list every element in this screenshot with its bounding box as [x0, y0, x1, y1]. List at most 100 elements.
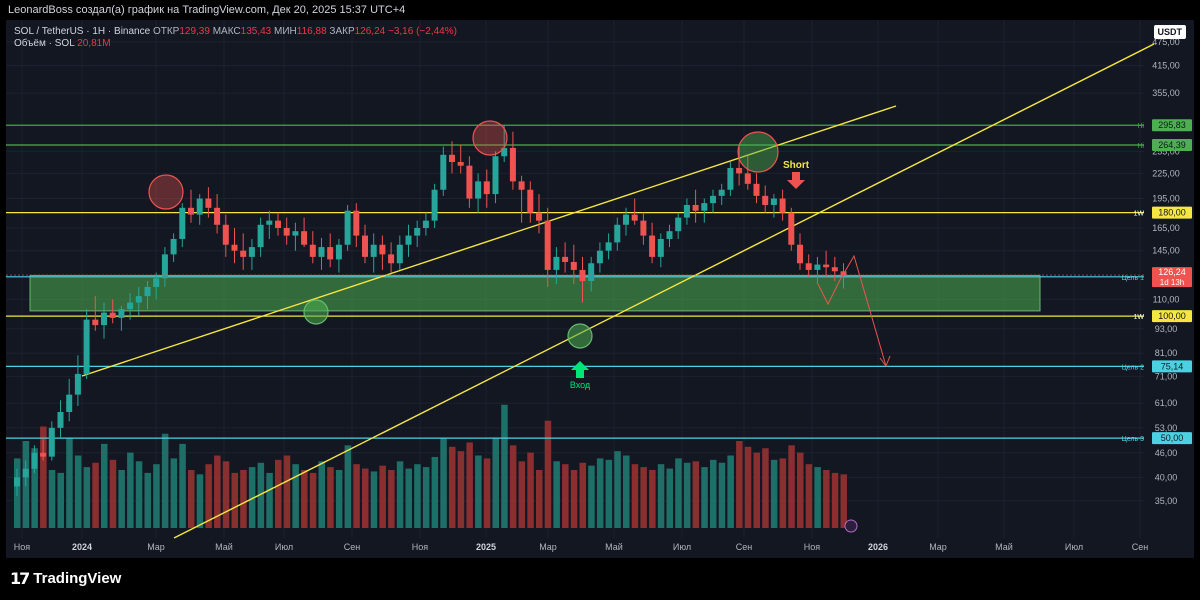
- y-axis-label: 71,00: [1155, 371, 1178, 381]
- level-price-tag: [1152, 119, 1192, 132]
- currency-badge[interactable]: USDT: [1153, 25, 1186, 39]
- volume-bar: [240, 470, 247, 528]
- y-axis-label: 46,00: [1155, 448, 1178, 458]
- entry-label: Вход: [570, 380, 591, 390]
- legend-volume-label[interactable]: Объём · SOL: [14, 38, 75, 49]
- candle-body: [770, 198, 777, 205]
- footer: 17 TradingView: [0, 558, 1200, 600]
- candle-body: [109, 312, 116, 318]
- level-price-tag: [1152, 432, 1192, 445]
- volume-bar: [379, 465, 386, 528]
- projection-arrowhead: [879, 355, 891, 368]
- y-axis-label: 110,00: [1153, 294, 1180, 304]
- short-label: Short: [783, 160, 810, 171]
- candle-body: [779, 198, 786, 213]
- volume-bar: [353, 464, 360, 528]
- candle-body: [805, 263, 812, 270]
- volume-bar: [657, 464, 665, 528]
- candle-body: [327, 247, 334, 260]
- candle-body: [570, 261, 577, 270]
- y-axis-label: 53,00: [1155, 423, 1178, 433]
- level-price-text: 50,00: [1161, 433, 1184, 443]
- highlight-circle: [303, 299, 329, 325]
- volume-bar: [483, 458, 491, 528]
- volume-bar: [614, 451, 621, 528]
- candle-body: [692, 204, 699, 211]
- highlight-circle: [472, 120, 508, 156]
- level-price-text: 75,14: [1161, 361, 1184, 371]
- legend-open: 129,39: [179, 26, 210, 37]
- candle-body: [614, 224, 621, 243]
- candle-body: [196, 198, 203, 215]
- candle-body: [657, 238, 664, 257]
- chart-area[interactable]: Short Вход Ноя 2024 Мар Май Июл Сен Ноя 2025 Мар Ма…: [6, 20, 1194, 558]
- x-axis-label: Ноя: [412, 542, 429, 552]
- candle-body: [301, 231, 308, 245]
- short-arrow-icon: [787, 172, 805, 189]
- volume-bar: [318, 461, 325, 528]
- x-axis-label: 2025: [476, 542, 496, 552]
- candle-body: [710, 195, 716, 204]
- candle-body: [588, 263, 595, 282]
- candle-body: [309, 244, 316, 257]
- candle-body: [74, 373, 81, 395]
- legend-volume-row: Объём · SOL 20,81M: [14, 38, 457, 50]
- candle-body: [118, 309, 125, 318]
- countdown-text: 1d 13h: [1160, 278, 1184, 287]
- y-axis-label: 225,00: [1152, 168, 1180, 178]
- level-price-tag: [1152, 138, 1192, 151]
- volume-bar: [544, 420, 552, 528]
- candle-body: [536, 212, 542, 221]
- candle-body: [22, 468, 29, 478]
- candle-body: [544, 220, 551, 270]
- volume-bar: [536, 470, 543, 528]
- volume-bar: [805, 464, 813, 528]
- legend-close-label: ЗАКР: [329, 26, 355, 37]
- candle-body: [135, 296, 142, 303]
- candle-body: [762, 195, 769, 205]
- volume-bar: [266, 472, 273, 528]
- volume-bar: [101, 443, 108, 528]
- candle-body: [579, 269, 586, 282]
- volume-bar: [509, 445, 517, 528]
- candle-body: [248, 247, 255, 257]
- candle-body: [83, 319, 90, 374]
- level-side-label: Цель 3: [1122, 436, 1145, 443]
- volume-bar: [57, 472, 64, 528]
- legend-symbol[interactable]: SOL / TetherUS · 1H · Binance: [14, 26, 151, 37]
- volume-bar: [570, 470, 578, 528]
- share-header: LeonardBoss создал(а) график на TradingV…: [0, 0, 1200, 20]
- candle-body: [596, 250, 603, 264]
- candle-body: [40, 452, 47, 457]
- y-axis-label: 40,00: [1155, 472, 1178, 482]
- highlight-circle: [737, 131, 779, 173]
- candle-body: [66, 394, 73, 412]
- volume-bar: [788, 445, 795, 528]
- volume-bar: [466, 442, 473, 528]
- entry-arrow-icon: [571, 361, 589, 378]
- candle-body: [649, 235, 656, 257]
- volume-bar: [414, 464, 421, 528]
- level-price-tag: [1152, 310, 1192, 323]
- candle-body: [231, 244, 238, 251]
- candle-body: [153, 278, 160, 287]
- volume-bar: [344, 445, 352, 528]
- volume-bar: [692, 461, 700, 528]
- legend-high-label: МАКС: [212, 26, 241, 37]
- volume-bar: [666, 468, 673, 528]
- volume-bar: [205, 464, 212, 528]
- volume-bar: [214, 455, 221, 528]
- chart-svg[interactable]: Short Вход Ноя 2024 Мар Май Июл Сен Ноя 2025 Мар Ма…: [6, 20, 1194, 558]
- candle-body: [666, 231, 673, 239]
- volume-bar: [396, 461, 404, 528]
- candle-body: [475, 181, 482, 199]
- candle-body: [788, 212, 795, 245]
- volume-bar: [153, 464, 160, 528]
- volume-bar: [553, 461, 560, 528]
- volume-bar: [40, 426, 47, 528]
- x-axis-label: Май: [605, 542, 623, 552]
- candle-body: [640, 220, 647, 236]
- candle-body: [179, 207, 186, 239]
- candle-body: [240, 250, 247, 257]
- candle-body: [283, 227, 290, 236]
